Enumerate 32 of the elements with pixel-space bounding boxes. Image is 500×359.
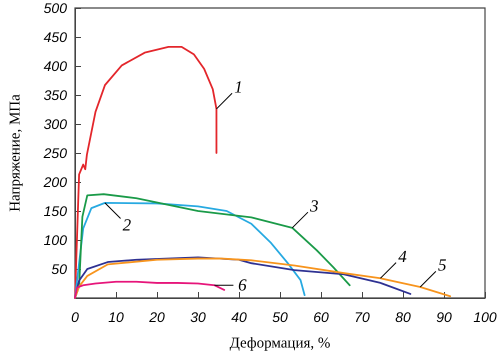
y-tick-label: 150: [44, 203, 68, 219]
y-tick-label: 250: [42, 145, 68, 161]
annotation: 1: [234, 77, 243, 96]
line-series: [74, 280, 226, 299]
line-series: [74, 46, 218, 299]
x-axis-title: Деформация, %: [230, 336, 330, 352]
x-tick-label: 80: [395, 309, 411, 325]
y-tick-label: 100: [44, 232, 68, 248]
annotation: 5: [438, 255, 446, 274]
x-tick-label: 10: [108, 309, 124, 325]
annotation: 4: [398, 246, 408, 266]
line-series: [74, 202, 306, 299]
x-tick-label: 90: [436, 309, 452, 325]
x-tick-label: 40: [231, 309, 247, 325]
y-tick-label: 50: [51, 261, 68, 277]
y-tick-label: 500: [44, 0, 68, 16]
y-tick-label: 450: [44, 29, 68, 45]
x-tick-label: 100: [473, 309, 497, 325]
y-axis-title: Напряжение, МПа: [8, 94, 24, 212]
x-tick-label: 0: [71, 309, 80, 325]
y-tick-label: 200: [42, 174, 68, 190]
y-tick-label: 350: [44, 87, 68, 103]
annotation: 6: [238, 276, 248, 295]
annotation: 3: [309, 196, 319, 216]
x-tick-label: 60: [313, 309, 329, 325]
x-tick-label: 50: [272, 309, 288, 325]
annotation: 2: [122, 215, 132, 234]
x-tick-label: 70: [354, 309, 370, 325]
x-tick-label: 20: [148, 309, 165, 325]
y-tick-label: 300: [44, 116, 68, 132]
x-tick-label: 30: [190, 309, 206, 325]
y-tick-label: 400: [44, 58, 68, 74]
